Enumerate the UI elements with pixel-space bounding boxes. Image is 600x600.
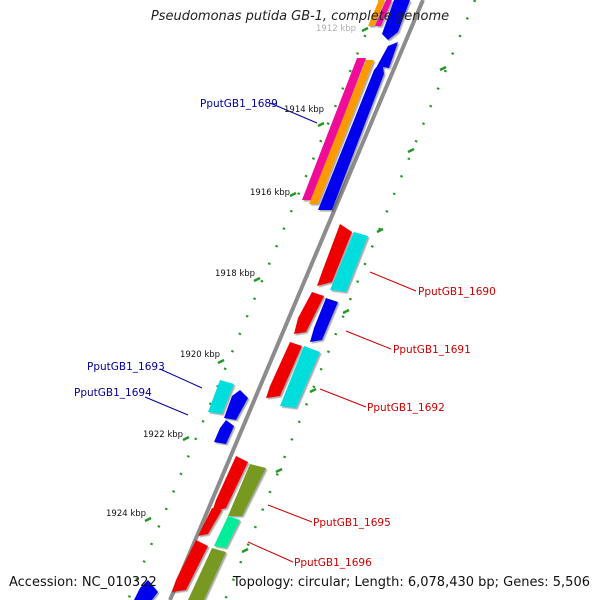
tick-label-1924: 1924 kbp bbox=[106, 509, 146, 519]
feature-1691-blue bbox=[310, 298, 338, 342]
gene-label-1691[interactable]: PputGB1_1691 bbox=[393, 344, 471, 356]
gene-label-1696[interactable]: PputGB1_1696 bbox=[294, 557, 372, 569]
guide-dots bbox=[126, 0, 477, 600]
feature-1689-magenta bbox=[302, 58, 366, 200]
feature-1692-cyan bbox=[280, 346, 320, 408]
tick-label-1918: 1918 kbp bbox=[215, 269, 255, 279]
feature-top-blue-2 bbox=[377, 42, 398, 68]
accession-text: Accession: NC_010322 bbox=[9, 575, 157, 590]
outer-strand-features bbox=[172, 0, 410, 600]
map-title: Pseudomonas putida GB-1, complete genome bbox=[150, 9, 450, 24]
gene-label-1690[interactable]: PputGB1_1690 bbox=[418, 286, 496, 298]
gene-label-1695[interactable]: PputGB1_1695 bbox=[313, 517, 391, 529]
feature-top-orange bbox=[368, 0, 385, 26]
gene-label-1692[interactable]: PputGB1_1692 bbox=[367, 402, 445, 414]
feature-1696-red bbox=[172, 540, 208, 592]
feature-1693-cyan bbox=[208, 380, 234, 414]
feature-1695-red bbox=[212, 456, 248, 512]
genome-backbone bbox=[168, 0, 425, 600]
gene-label-1693[interactable]: PputGB1_1693 bbox=[87, 361, 165, 373]
tick-label-1922: 1922 kbp bbox=[143, 430, 183, 440]
feature-1689-blue bbox=[318, 60, 384, 210]
tick-label-1912: 1912 kbp bbox=[316, 24, 356, 34]
feature-1691-red bbox=[294, 292, 324, 334]
feature-1694-blue bbox=[214, 420, 234, 444]
feature-top-magenta bbox=[375, 0, 392, 26]
feature-1695-olive bbox=[228, 464, 266, 516]
tick-label-1920: 1920 kbp bbox=[180, 350, 220, 360]
tick-label-1914: 1914 kbp bbox=[284, 105, 324, 115]
feature-1689-orange bbox=[309, 60, 374, 204]
gene-label-1694[interactable]: PputGB1_1694 bbox=[74, 387, 152, 399]
inner-strand-features bbox=[134, 380, 248, 600]
leader-lines bbox=[144, 102, 417, 563]
feature-top-blue bbox=[382, 0, 410, 40]
feature-bottom-blue bbox=[134, 580, 158, 600]
feature-1690-red bbox=[317, 224, 352, 286]
feature-1690-cyan bbox=[330, 232, 368, 292]
feature-1693-blue bbox=[224, 390, 248, 420]
feature-1695-red-2 bbox=[198, 508, 222, 536]
topology-text: Topology: circular; Length: 6,078,430 bp… bbox=[232, 575, 590, 590]
tick-marks bbox=[144, 26, 447, 554]
feature-1692-red bbox=[266, 342, 302, 398]
feature-1696-olive bbox=[188, 548, 226, 600]
gene-label-1689[interactable]: PputGB1_1689 bbox=[200, 98, 278, 110]
tick-label-1916: 1916 kbp bbox=[250, 188, 290, 198]
feature-1695-teal bbox=[214, 516, 240, 548]
